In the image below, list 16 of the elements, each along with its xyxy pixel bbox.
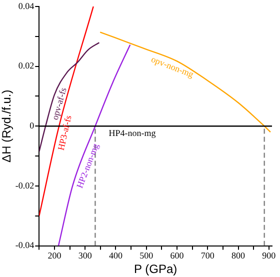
x-tick-label: 600: [170, 250, 184, 261]
x-tick-label: 500: [140, 250, 154, 261]
y-tick-label: 0.04: [18, 0, 35, 11]
y-tick-label: -0.02: [15, 180, 34, 190]
x-tick-label: 800: [232, 250, 246, 261]
x-tick-label: 700: [200, 250, 215, 261]
y-axis-title: ΔH (Ryd./f.u.): [0, 90, 14, 162]
y-tick-label: 0.02: [18, 60, 34, 71]
y-tick-label: -0.04: [15, 240, 35, 250]
x-tick-label: 300: [78, 250, 92, 261]
y-tick-label: 0: [30, 120, 35, 130]
x-tick-label: 200: [48, 250, 62, 261]
x-axis-title: P (GPa): [134, 262, 178, 276]
x-tick-label: 900: [262, 250, 276, 261]
x-tick-label: 400: [108, 250, 123, 261]
series-label: HP4-non-mg: [108, 128, 156, 138]
